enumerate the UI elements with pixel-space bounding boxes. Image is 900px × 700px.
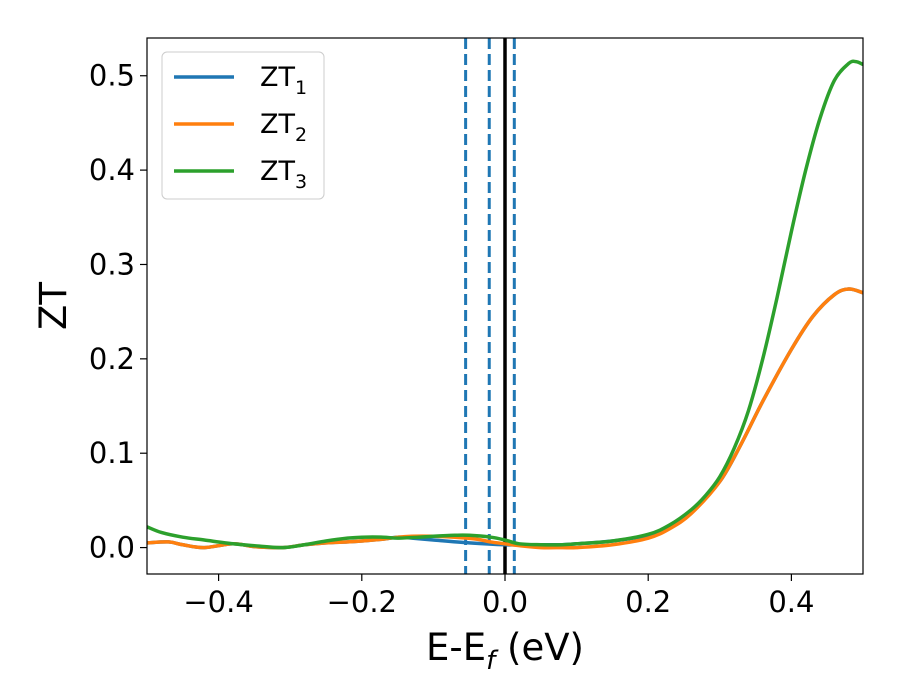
x-tick-label-minus-0-2: −0.2 [327, 585, 397, 619]
legend-label-main: ZT [260, 109, 295, 140]
series-lines [147, 59, 863, 550]
y-tick-label-0-2: 0.2 [89, 342, 135, 376]
y-tick-label-0-0: 0.0 [89, 531, 135, 565]
y-tick-label-0-1: 0.1 [89, 436, 135, 470]
x-axis-label-unit: (eV) [495, 626, 584, 669]
x-tick-label-0-4: 0.4 [768, 585, 814, 619]
x-tick-label-0-0: 0.0 [482, 585, 528, 619]
legend-label-subscript: 2 [295, 124, 307, 146]
x-tick-label-minus-0-4: −0.4 [183, 585, 253, 619]
x-axis: −0.4 −0.2 0.0 0.2 0.4 [183, 574, 814, 619]
x-axis-label-main: E-E [426, 626, 486, 669]
y-axis-label: ZT [32, 282, 75, 330]
legend-label-subscript: 3 [295, 171, 307, 193]
y-tick-label-0-5: 0.5 [89, 59, 135, 93]
y-tick-label-0-3: 0.3 [89, 247, 135, 281]
y-axis: 0.0 0.1 0.2 0.3 0.4 0.5 [89, 59, 147, 565]
legend-label-main: ZT [260, 156, 295, 187]
x-axis-label: E-Ef (eV) [426, 626, 584, 676]
series-line-zt3 [147, 59, 863, 550]
legend-label-main: ZT [260, 62, 295, 93]
legend-label-zt1: ZT1 [260, 62, 307, 99]
legend-label-zt2: ZT2 [260, 109, 307, 146]
x-tick-label-0-2: 0.2 [625, 585, 671, 619]
legend-label-subscript: 1 [295, 77, 307, 99]
y-tick-label-0-4: 0.4 [89, 153, 135, 187]
reference-lines [464, 38, 516, 574]
legend-label-zt3: ZT3 [260, 156, 307, 193]
legend-box [161, 51, 325, 200]
